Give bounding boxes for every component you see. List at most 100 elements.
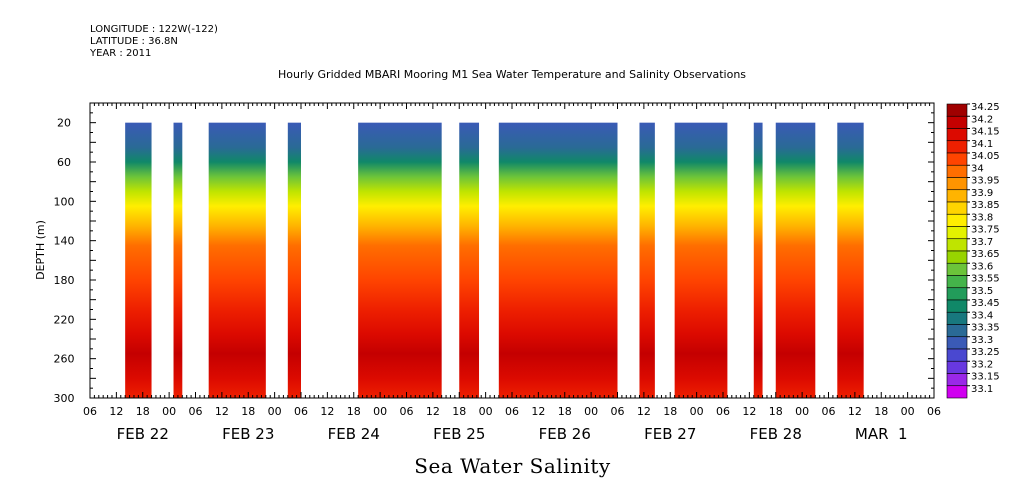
latitude-label: LATITUDE : 36.8N: [90, 36, 178, 47]
colorbar-swatch: [946, 152, 968, 166]
x-tick-label: 06: [505, 405, 519, 418]
colorbar-label: 34.05: [971, 151, 1000, 162]
x-tick-label: 18: [347, 405, 361, 418]
x-tick-label: 12: [426, 405, 440, 418]
colorbar-label: 34.15: [971, 127, 1000, 138]
colorbar-swatch: [946, 238, 968, 252]
salinity-data-segment: [125, 122, 152, 399]
colorbar-label: 33.95: [971, 176, 1000, 187]
x-tick-label: 12: [215, 405, 229, 418]
data-layer: [125, 122, 864, 399]
x-tick-label: 06: [400, 405, 414, 418]
colorbar-swatch: [946, 360, 968, 374]
colorbar: 34.2534.234.1534.134.053433.9533.933.853…: [946, 102, 1000, 399]
colorbar-swatch: [946, 189, 968, 203]
salinity-data-segment: [775, 122, 816, 399]
x-day-label: FEB 22: [117, 425, 169, 443]
year-label: YEAR : 2011: [90, 48, 152, 59]
axes-layer: 06 12 18 00 06 12 18 00 06 12 18 00 06 12 18 00 06 12 18 00…: [54, 103, 941, 443]
x-day-label: FEB 24: [328, 425, 380, 443]
x-tick-label: 00: [373, 405, 387, 418]
x-tick-label: 00: [162, 405, 176, 418]
x-tick-label: 06: [716, 405, 730, 418]
x-tick-label: 18: [558, 405, 572, 418]
colorbar-swatch: [946, 299, 968, 313]
salinity-data-segment: [753, 122, 763, 399]
salinity-data-segment: [498, 122, 618, 399]
x-day-label: FEB 26: [539, 425, 591, 443]
colorbar-label: 33.85: [971, 200, 1000, 211]
x-tick-label: 00: [795, 405, 809, 418]
x-tick-label: 06: [611, 405, 625, 418]
x-tick-label: 18: [769, 405, 783, 418]
y-tick-label: 60: [57, 156, 71, 169]
x-tick-label: 18: [663, 405, 677, 418]
colorbar-swatch: [946, 164, 968, 178]
colorbar-swatch: [946, 336, 968, 350]
colorbar-swatch: [946, 324, 968, 338]
colorbar-label: 33.15: [971, 372, 1000, 383]
colorbar-swatch: [946, 287, 968, 301]
y-tick-label: 100: [54, 195, 75, 208]
colorbar-swatch: [946, 373, 968, 387]
colorbar-label: 33.25: [971, 347, 1000, 358]
colorbar-swatch: [946, 140, 968, 154]
chart-title: Hourly Gridded MBARI Mooring M1 Sea Wate…: [277, 68, 747, 81]
y-tick-label: 300: [54, 392, 75, 405]
salinity-data-segment: [837, 122, 864, 399]
x-tick-label: 00: [479, 405, 493, 418]
colorbar-label: 33.3: [971, 335, 993, 346]
x-tick-label: 00: [901, 405, 915, 418]
x-tick-label: 06: [189, 405, 203, 418]
x-tick-label: 00: [690, 405, 704, 418]
y-tick-label: 180: [54, 274, 75, 287]
colorbar-swatch: [946, 275, 968, 289]
colorbar-swatch: [946, 177, 968, 191]
x-tick-label: 00: [584, 405, 598, 418]
y-tick-label: 20: [57, 117, 71, 130]
colorbar-label: 34.1: [971, 139, 993, 150]
x-tick-label: 06: [927, 405, 941, 418]
x-day-label: FEB 28: [750, 425, 802, 443]
x-tick-label: 18: [136, 405, 150, 418]
salinity-data-segment: [639, 122, 655, 399]
x-tick-label: 12: [531, 405, 545, 418]
colorbar-label: 34.2: [971, 114, 993, 125]
x-tick-label: 06: [822, 405, 836, 418]
salinity-data-segment: [459, 122, 480, 399]
colorbar-swatch: [946, 311, 968, 325]
colorbar-swatch: [946, 250, 968, 264]
x-day-label: MAR 1: [855, 425, 908, 443]
salinity-data-segment: [674, 122, 728, 399]
colorbar-label: 33.2: [971, 359, 993, 370]
colorbar-label: 33.35: [971, 323, 1000, 334]
colorbar-label: 33.5: [971, 286, 993, 297]
y-tick-label: 220: [54, 313, 75, 326]
salinity-data-segment: [287, 122, 301, 399]
colorbar-label: 33.9: [971, 188, 993, 199]
colorbar-swatch: [946, 348, 968, 362]
colorbar-swatch: [946, 115, 968, 129]
x-tick-label: 00: [268, 405, 282, 418]
x-tick-label: 12: [320, 405, 334, 418]
x-tick-label: 06: [83, 405, 97, 418]
colorbar-label: 33.4: [971, 310, 993, 321]
x-tick-label: 12: [109, 405, 123, 418]
colorbar-swatch: [946, 103, 968, 117]
y-axis-label: DEPTH (m): [34, 220, 47, 280]
longitude-label: LONGITUDE : 122W(-122): [90, 24, 218, 35]
colorbar-label: 33.8: [971, 212, 993, 223]
colorbar-label: 33.45: [971, 298, 1000, 309]
x-tick-label: 12: [742, 405, 756, 418]
salinity-data-segment: [358, 122, 442, 399]
colorbar-label: 33.1: [971, 384, 993, 395]
x-tick-label: 12: [637, 405, 651, 418]
colorbar-label: 33.6: [971, 261, 993, 272]
x-tick-label: 18: [452, 405, 466, 418]
x-day-label: FEB 27: [644, 425, 696, 443]
x-tick-label: 18: [241, 405, 255, 418]
colorbar-swatch: [946, 385, 968, 399]
x-tick-label: 06: [294, 405, 308, 418]
colorbar-swatch: [946, 201, 968, 215]
